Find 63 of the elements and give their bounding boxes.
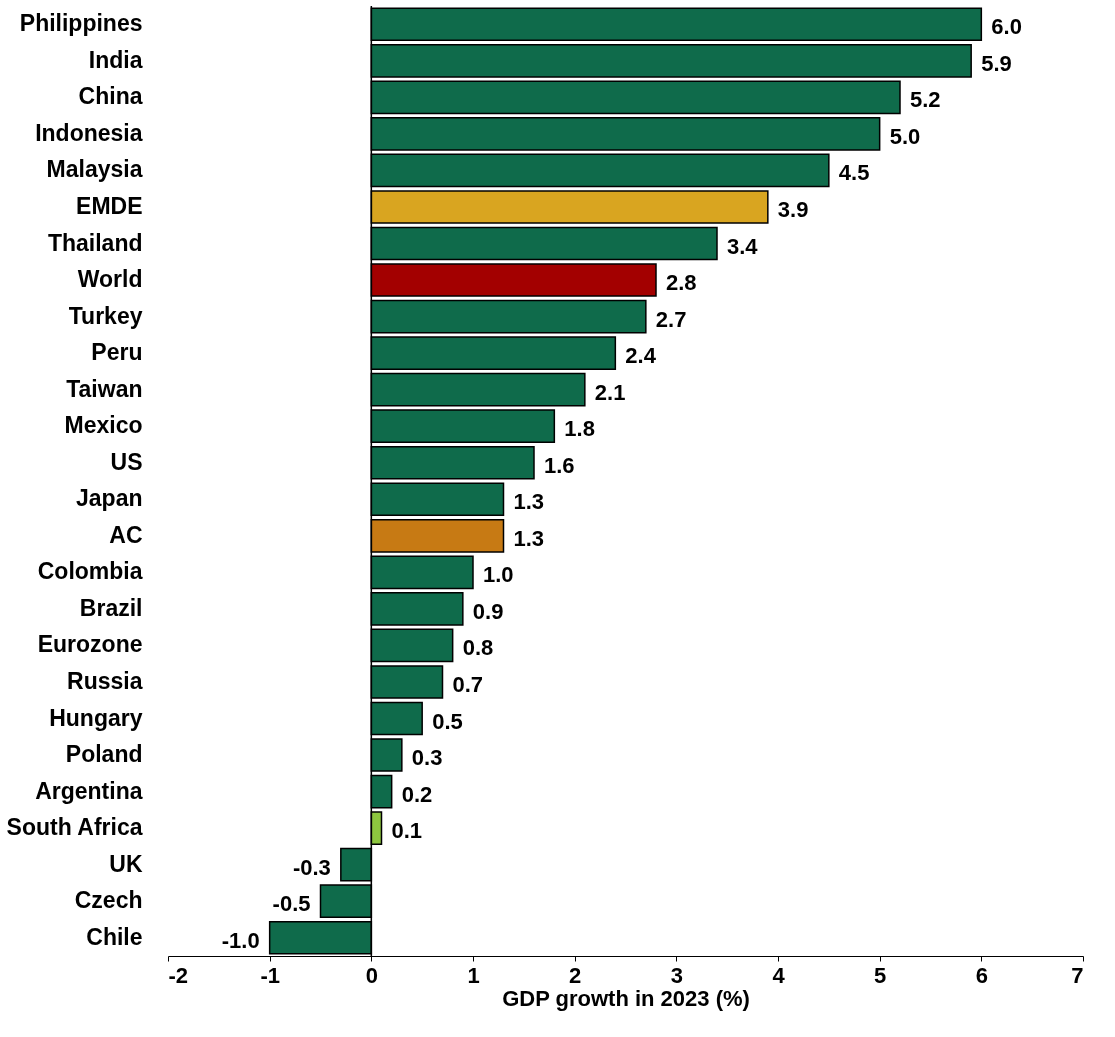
y-tick-label: Brazil	[79, 594, 143, 621]
y-tick-label: Eurozone	[37, 631, 143, 658]
x-tick-label: -1	[260, 962, 280, 988]
data-label: 0.7	[452, 671, 484, 697]
y-tick-label: Poland	[65, 741, 143, 768]
x-tick-label: 5	[874, 962, 887, 988]
data-label: 0.8	[462, 635, 494, 661]
x-tick-label: 2	[569, 962, 582, 988]
y-tick-label: Taiwan	[66, 375, 143, 402]
y-tick-label: World	[77, 266, 143, 293]
data-label: 1.8	[564, 416, 595, 442]
y-tick-label: India	[88, 46, 143, 73]
y-tick-label: Argentina	[35, 777, 143, 804]
data-label: 3.9	[777, 196, 809, 222]
x-tick-label: 3	[670, 962, 683, 988]
x-tick-label: 6	[975, 962, 988, 988]
y-tick-label: Czech	[74, 887, 143, 914]
data-label: 2.4	[625, 343, 657, 369]
data-label: -1.0	[221, 927, 260, 953]
y-tick-label: China	[78, 83, 143, 110]
x-tick-label: -2	[168, 962, 189, 988]
y-tick-label: Hungary	[49, 704, 143, 731]
x-tick-label: 4	[772, 962, 786, 988]
data-label: 2.8	[666, 270, 697, 296]
y-tick-label: EMDE	[76, 192, 143, 219]
data-label: 0.9	[472, 598, 504, 624]
y-tick-label: Japan	[76, 485, 143, 512]
y-tick-label: AC	[109, 521, 143, 548]
y-tick-label: Colombia	[37, 558, 143, 585]
y-tick-label: Russia	[67, 667, 143, 694]
data-label: 3.4	[727, 233, 759, 259]
data-label: 2.7	[655, 306, 687, 332]
data-label: 5.2	[910, 87, 941, 113]
y-tick-label: Indonesia	[35, 119, 143, 146]
y-tick-label: UK	[109, 850, 143, 877]
y-tick-label: US	[110, 448, 143, 475]
data-label: -0.5	[272, 891, 311, 917]
data-label: 5.0	[889, 123, 921, 149]
data-label: 1.6	[544, 452, 575, 478]
y-tick-label: Chile	[86, 923, 143, 950]
y-tick-label: Malaysia	[46, 156, 143, 183]
data-label: 4.5	[838, 160, 870, 186]
y-tick-label: Peru	[91, 339, 143, 366]
y-tick-label: Thailand	[47, 229, 143, 256]
data-label: 5.9	[981, 50, 1012, 76]
data-label: 0.1	[391, 818, 423, 844]
data-label: 2.1	[594, 379, 626, 405]
data-label: 0.2	[401, 781, 433, 807]
x-tick-label: 1	[467, 962, 480, 988]
data-label: 1.0	[483, 562, 514, 588]
data-label: 0.3	[411, 745, 443, 771]
y-tick-label: Mexico	[64, 412, 143, 439]
data-label: 6.0	[991, 14, 1022, 40]
data-label: 1.3	[513, 489, 545, 515]
x-tick-label: 0	[365, 962, 378, 988]
data-label: -0.3	[292, 854, 331, 880]
data-label: 0.5	[432, 708, 463, 734]
x-axis-title: GDP growth in 2023 (%)	[502, 985, 750, 1011]
y-tick-label: South Africa	[6, 814, 143, 841]
y-tick-label: Turkey	[68, 302, 143, 329]
x-tick-label: 7	[1071, 962, 1084, 988]
data-label: 1.3	[513, 525, 545, 551]
y-tick-label: Philippines	[19, 10, 143, 37]
